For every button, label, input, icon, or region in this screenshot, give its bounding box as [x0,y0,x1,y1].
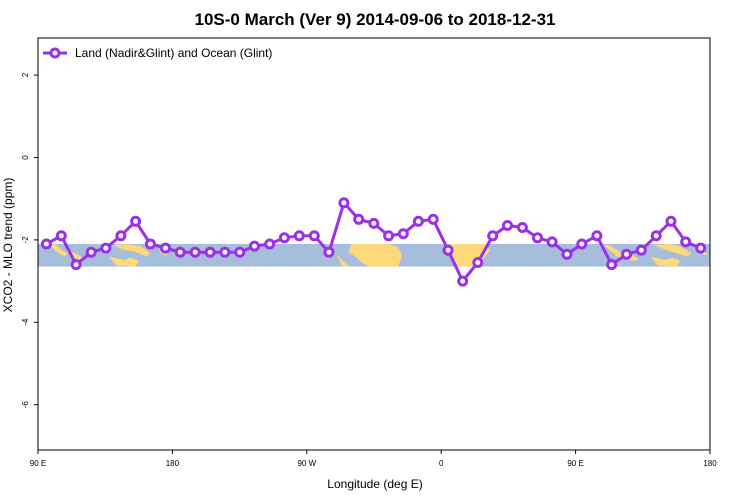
data-point [546,236,558,248]
data-point [55,230,67,242]
data-point [695,242,707,254]
data-point [472,257,484,268]
data-point [323,246,335,258]
data-point [397,228,409,240]
data-point [160,242,171,254]
x-tick-label: 90 W [297,459,316,468]
data-point [130,215,142,227]
data-point [115,230,127,242]
legend-label: Land (Nadir&Glint) and Ocean (Glint) [75,46,272,60]
data-point [487,230,499,242]
map-land-indonesia [49,244,68,257]
data-point [293,230,305,242]
series-layer [40,197,707,287]
x-axis-label: Longitude (deg E) [327,477,422,491]
data-point [442,244,454,256]
data-point [189,246,201,258]
data-point [353,213,365,225]
chart-title: 10S-0 March (Ver 9) 2014-09-06 to 2018-1… [195,10,556,29]
data-point [502,220,513,231]
data-point [635,244,647,256]
y-tick-label: 2 [21,72,30,77]
data-point [85,246,97,258]
data-point [561,248,573,260]
data-point [278,232,290,244]
data-point [174,246,186,258]
x-tick-label: 90 E [30,459,46,468]
data-point [264,238,276,250]
data-point [234,246,246,258]
map-land-borneo-sumatra-east [603,245,626,259]
data-point [249,240,260,252]
data-point [427,213,439,225]
map-land-peru-coast [336,254,350,267]
data-point [591,230,603,242]
data-point [665,215,677,227]
y-tick-label: -6 [21,401,30,409]
data-point [368,217,380,229]
data-point [576,238,588,250]
legend-marker [49,47,61,59]
data-point [40,238,52,250]
x-axis: 90 E 180 90 W 0 90 E 180 [30,450,717,468]
data-point [621,248,633,260]
data-point [338,197,350,209]
y-tick-label: -4 [21,318,30,326]
data-point [219,246,231,258]
data-point [144,238,156,250]
plot-area-frame [37,37,711,451]
data-point [100,242,112,254]
data-point [680,236,692,248]
data-point [650,230,662,242]
map-land-new-guinea [112,244,150,257]
legend: Land (Nadir&Glint) and Ocean (Glint) [43,46,272,60]
map-land-australia-north [108,256,139,267]
data-point [606,259,618,271]
x-tick-label: 0 [439,459,444,468]
data-point [308,230,320,242]
data-point [457,275,469,287]
y-axis: 2 0 -2 -4 -6 [21,72,38,408]
data-point [532,232,543,244]
data-point [412,215,424,227]
data-point [516,222,528,233]
x-tick-label: 180 [166,459,180,468]
y-axis-label: XCO2 - MLO trend (ppm) [1,178,15,313]
map-land-new-guinea-east [654,244,692,257]
data-point [70,259,82,271]
y-tick-label: -2 [21,236,30,244]
map-land-australia-north-east [650,256,681,267]
data-point [383,230,395,242]
x-tick-label: 180 [703,459,717,468]
data-point [204,246,216,258]
map-land-south-america [347,244,402,267]
series-line [45,201,702,283]
y-tick-label: 0 [21,155,30,160]
x-tick-label: 90 E [567,459,583,468]
